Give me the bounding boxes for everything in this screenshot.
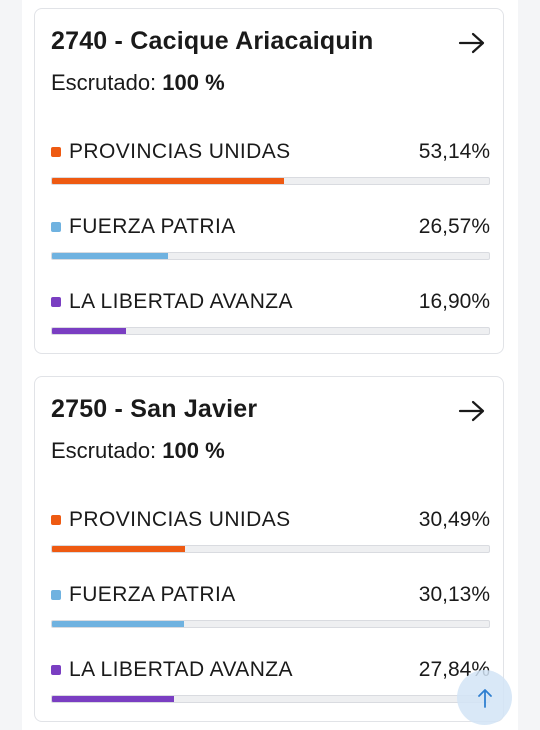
circuit-title: 2750 - San Javier <box>51 395 258 423</box>
party-result: FUERZA PATRIA 26,57% <box>51 212 490 262</box>
party-color-dot <box>51 590 61 600</box>
party-progress-bar <box>51 252 490 260</box>
party-name: PROVINCIAS UNIDAS <box>69 508 291 531</box>
party-progress-fill <box>52 253 169 259</box>
party-progress-fill <box>52 696 174 702</box>
scrutiny-label: Escrutado: <box>51 438 157 463</box>
party-color-dot <box>51 297 61 307</box>
party-progress-fill <box>52 178 285 184</box>
party-color-dot <box>51 147 61 157</box>
party-color-dot <box>51 515 61 525</box>
party-progress-bar <box>51 177 490 185</box>
party-color-dot <box>51 665 61 675</box>
party-result: PROVINCIAS UNIDAS 53,14% <box>51 137 490 187</box>
scrutiny-value: 100 % <box>162 438 225 463</box>
party-progress-fill <box>52 546 186 552</box>
party-result: LA LIBERTAD AVANZA 16,90% <box>51 287 490 337</box>
party-percent: 26,57% <box>418 215 490 238</box>
party-percent: 53,14% <box>418 140 490 163</box>
circuit-card: 2750 - San Javier Escrutado: 100 % PROVI… <box>34 376 504 722</box>
circuit-card: 2740 - Cacique Ariacaiquin Escrutado: 10… <box>34 8 504 354</box>
party-progress-bar <box>51 327 490 335</box>
arrow-up-icon <box>477 688 492 708</box>
circuit-detail-link[interactable] <box>455 26 489 60</box>
party-progress-bar <box>51 620 490 628</box>
party-color-dot <box>51 222 61 232</box>
party-progress-bar <box>51 695 490 703</box>
party-result: LA LIBERTAD AVANZA 27,84% <box>51 655 490 705</box>
party-name: PROVINCIAS UNIDAS <box>69 140 291 163</box>
arrow-right-icon <box>458 32 485 54</box>
circuit-detail-link[interactable] <box>455 394 489 428</box>
scrutiny-status: Escrutado: 100 % <box>51 438 225 464</box>
party-percent: 16,90% <box>418 290 490 313</box>
party-result: FUERZA PATRIA 30,13% <box>51 580 490 630</box>
party-percent: 30,49% <box>418 508 490 531</box>
scrutiny-label: Escrutado: <box>51 70 157 95</box>
scrutiny-value: 100 % <box>162 70 225 95</box>
party-percent: 30,13% <box>418 583 490 606</box>
circuit-title: 2740 - Cacique Ariacaiquin <box>51 27 374 55</box>
party-progress-fill <box>52 621 184 627</box>
party-progress-bar <box>51 545 490 553</box>
party-progress-fill <box>52 328 126 334</box>
party-name: FUERZA PATRIA <box>69 215 236 238</box>
party-result: PROVINCIAS UNIDAS 30,49% <box>51 505 490 555</box>
scroll-to-top-button[interactable] <box>457 670 512 725</box>
arrow-right-icon <box>458 400 485 422</box>
party-name: LA LIBERTAD AVANZA <box>69 290 293 313</box>
party-name: LA LIBERTAD AVANZA <box>69 658 293 681</box>
party-name: FUERZA PATRIA <box>69 583 236 606</box>
scrutiny-status: Escrutado: 100 % <box>51 70 225 96</box>
